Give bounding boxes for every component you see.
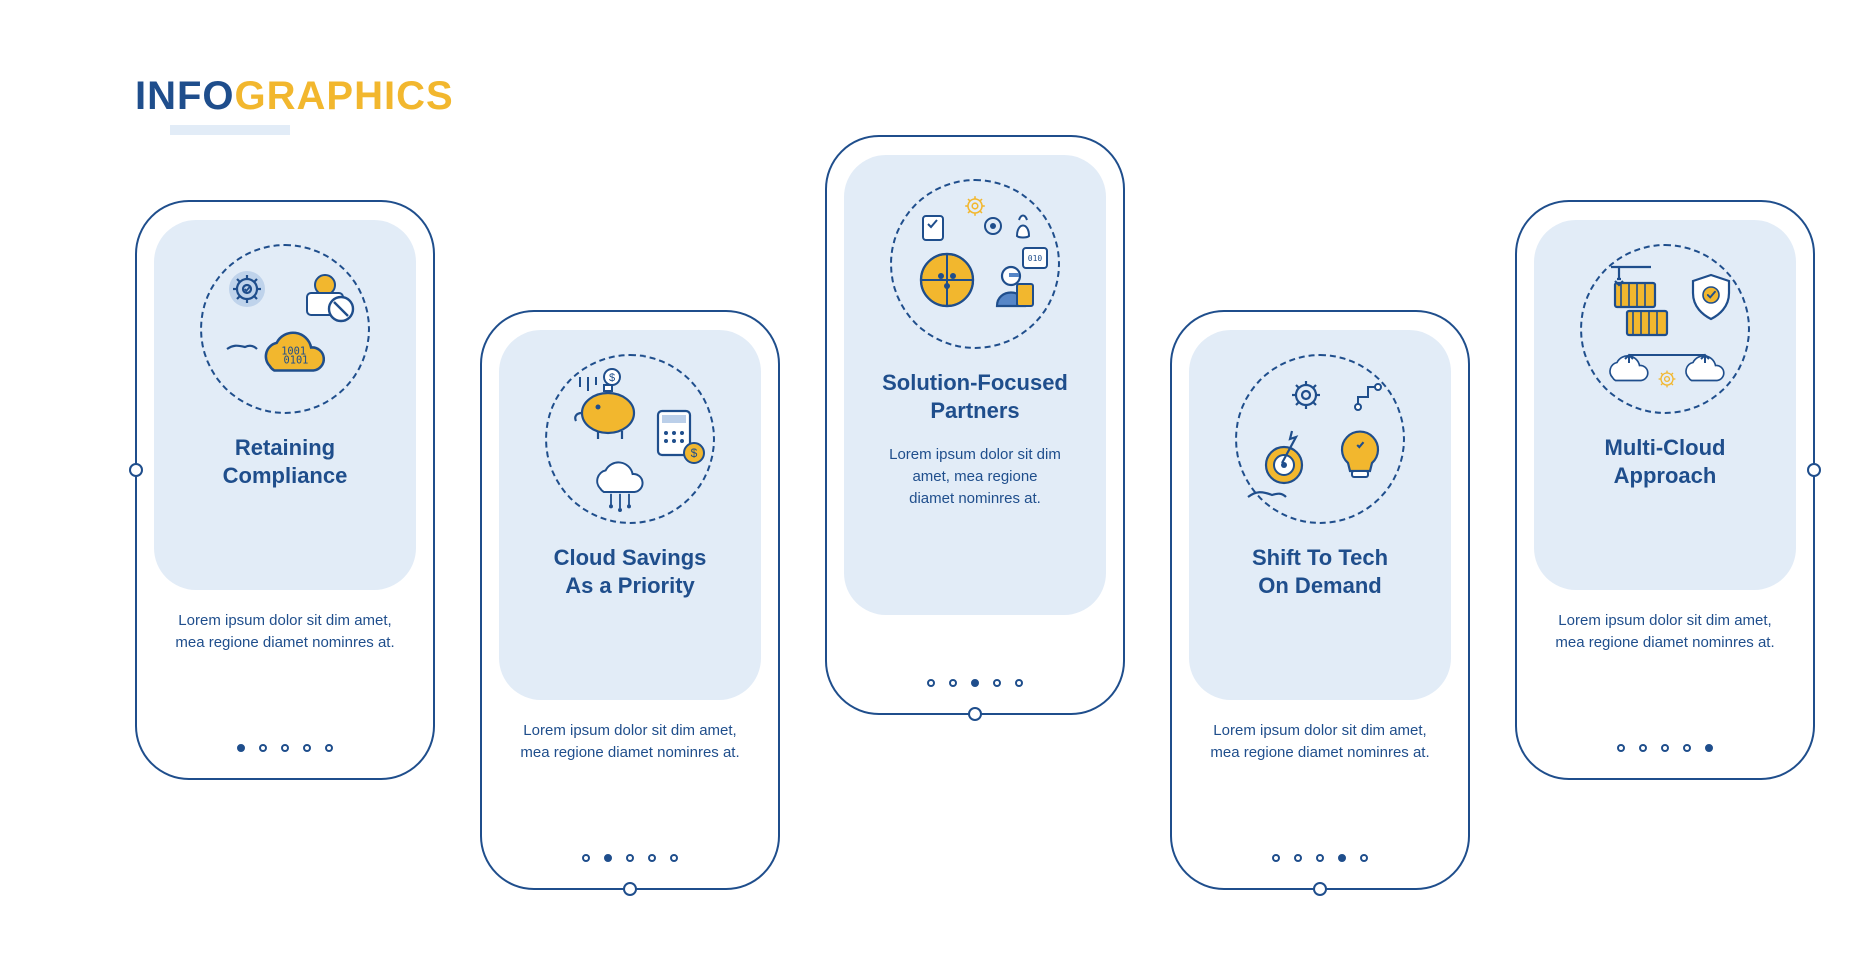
card-5: Multi-Cloud Approach Lorem ipsum dolor si…: [1515, 200, 1815, 780]
dot: [1316, 854, 1324, 862]
partners-icon: [890, 179, 1060, 349]
dot: [1360, 854, 1368, 862]
card-1: Retaining Compliance Lorem ipsum dolor si…: [135, 200, 435, 780]
dot: [281, 744, 289, 752]
dot: [303, 744, 311, 752]
connector-pin: [1807, 463, 1821, 477]
dot: [971, 679, 979, 687]
dot: [325, 744, 333, 752]
dot: [927, 679, 935, 687]
cards-stage: Retaining Compliance Lorem ipsum dolor si…: [80, 70, 1785, 900]
dot: [1617, 744, 1625, 752]
compliance-icon: [200, 244, 370, 414]
dot: [1683, 744, 1691, 752]
card-2: Cloud Savings As a Priority Lorem ipsum d…: [480, 310, 780, 890]
dot: [1705, 744, 1713, 752]
card-dots: [927, 679, 1023, 687]
savings-icon: [545, 354, 715, 524]
card-inner: Shift To Tech On Demand: [1189, 330, 1451, 700]
card-dots: [1617, 744, 1713, 752]
card-desc: Lorem ipsum dolor sit dim amet, mea regi…: [137, 610, 433, 654]
card-title: Multi-Cloud Approach: [1605, 434, 1726, 489]
dot: [648, 854, 656, 862]
connector-pin: [623, 882, 637, 896]
dot: [604, 854, 612, 862]
multicloud-icon: [1580, 244, 1750, 414]
card-inner: Multi-Cloud Approach: [1534, 220, 1796, 590]
dot: [582, 854, 590, 862]
card-desc: Lorem ipsum dolor sit dim amet, mea regi…: [482, 720, 778, 764]
card-dots: [582, 854, 678, 862]
card-title: Cloud Savings As a Priority: [554, 544, 707, 599]
card-desc: Lorem ipsum dolor sit dim amet, mea regi…: [862, 444, 1088, 509]
card-title: Solution-Focused Partners: [882, 369, 1068, 424]
card-desc: Lorem ipsum dolor sit dim amet, mea regi…: [1172, 720, 1468, 764]
card-title: Shift To Tech On Demand: [1252, 544, 1388, 599]
card-inner: Solution-Focused Partners Lorem ipsum dol…: [844, 155, 1106, 615]
dot: [1272, 854, 1280, 862]
card-inner: Retaining Compliance: [154, 220, 416, 590]
connector-pin: [968, 707, 982, 721]
connector-pin: [1313, 882, 1327, 896]
dot: [626, 854, 634, 862]
dot: [237, 744, 245, 752]
card-3: Solution-Focused Partners Lorem ipsum dol…: [825, 135, 1125, 715]
dot: [1338, 854, 1346, 862]
card-4: Shift To Tech On Demand Lorem ipsum dolor…: [1170, 310, 1470, 890]
card-desc: Lorem ipsum dolor sit dim amet, mea regi…: [1517, 610, 1813, 654]
dot: [1294, 854, 1302, 862]
dot: [259, 744, 267, 752]
dot: [1015, 679, 1023, 687]
dot: [949, 679, 957, 687]
dot: [670, 854, 678, 862]
card-dots: [1272, 854, 1368, 862]
dot: [1661, 744, 1669, 752]
card-inner: Cloud Savings As a Priority: [499, 330, 761, 700]
dot: [993, 679, 1001, 687]
demand-icon: [1235, 354, 1405, 524]
connector-pin: [129, 463, 143, 477]
card-dots: [237, 744, 333, 752]
card-title: Retaining Compliance: [223, 434, 348, 489]
dot: [1639, 744, 1647, 752]
